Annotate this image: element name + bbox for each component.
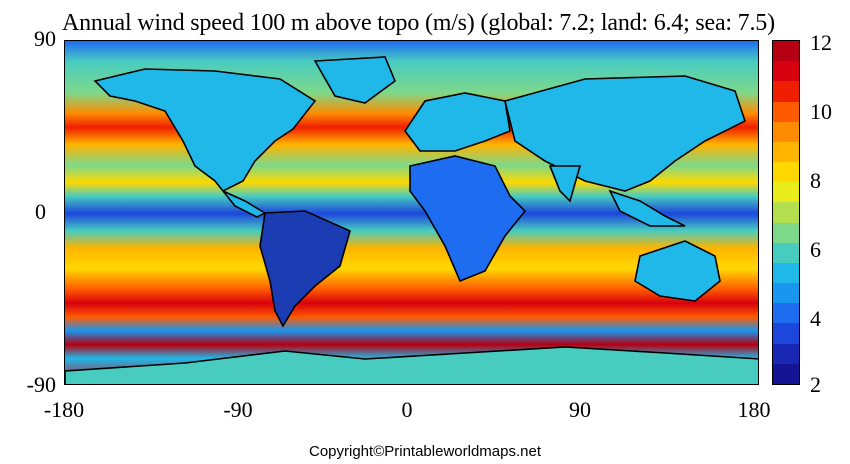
south-america — [259, 210, 351, 328]
chart-title: Annual wind speed 100 m above topo (m/s)… — [62, 10, 775, 36]
colorbar-tick-label: 2 — [810, 372, 821, 397]
europe — [404, 92, 511, 152]
x-tick-label: 180 — [737, 397, 771, 422]
y-tick-label: 0 — [35, 199, 46, 224]
colorbar-swatch — [773, 202, 799, 223]
colorbar-tick-label: 8 — [810, 168, 821, 193]
colorbar-swatch — [773, 81, 799, 102]
colorbar-swatch — [773, 61, 799, 82]
colorbar-swatch — [773, 222, 799, 243]
colorbar-tick-label: 10 — [810, 99, 832, 124]
southeast-asia — [608, 189, 686, 227]
colorbar-swatch — [773, 363, 799, 384]
colorbar-swatch — [773, 283, 799, 304]
colorbar-tick-label: 12 — [810, 30, 832, 55]
x-tick-label: -180 — [43, 397, 85, 422]
colorbar-swatch — [773, 182, 799, 203]
wind-map — [64, 40, 759, 385]
x-tick-label: -90 — [223, 397, 253, 422]
x-tick-label: 90 — [569, 397, 591, 422]
y-tick-label: 90 — [34, 26, 56, 51]
continents — [65, 56, 758, 384]
colorbar-swatch — [773, 323, 799, 344]
colorbar-tick-label: 6 — [810, 237, 821, 262]
colorbar-swatch — [773, 41, 799, 62]
colorbar-swatch — [773, 303, 799, 324]
wind-map-svg — [65, 41, 758, 384]
central-america — [222, 190, 267, 218]
colorbar-swatch — [773, 101, 799, 122]
australia — [634, 240, 721, 302]
y-tick-label: -90 — [26, 372, 56, 397]
copyright-text: Copyright©Printableworldmaps.net — [309, 443, 541, 460]
greenland — [313, 56, 396, 104]
antarctica — [65, 346, 758, 384]
colorbar-swatch — [773, 343, 799, 364]
colorbar-swatch — [773, 242, 799, 263]
colorbar-swatch — [773, 121, 799, 142]
africa — [409, 155, 527, 283]
asia — [504, 75, 746, 192]
colorbar-swatch — [773, 262, 799, 284]
x-tick-label: 0 — [401, 397, 413, 422]
colorbar-swatch — [773, 141, 799, 163]
india — [548, 165, 582, 203]
colorbar — [772, 40, 800, 385]
north-america — [93, 68, 317, 193]
colorbar-tick-label: 4 — [810, 306, 821, 331]
colorbar-swatch — [773, 162, 799, 183]
